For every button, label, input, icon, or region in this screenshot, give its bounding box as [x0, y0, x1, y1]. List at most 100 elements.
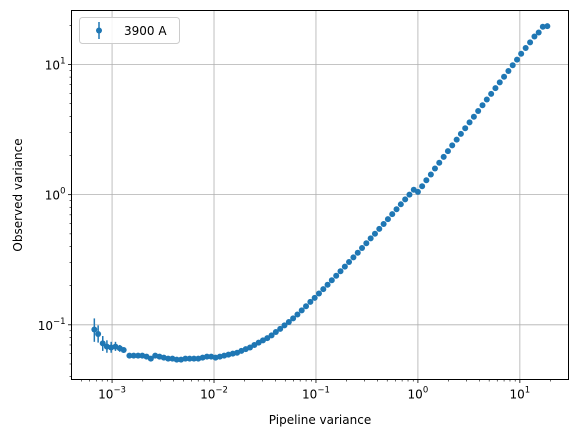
data-point — [285, 319, 292, 326]
data-point — [544, 23, 551, 30]
data-point — [380, 221, 387, 228]
data-point — [337, 268, 344, 275]
data-point — [135, 352, 142, 359]
data-point — [531, 33, 538, 40]
data-point — [91, 326, 98, 333]
x-tick-label: 10−2 — [200, 386, 228, 402]
data-point — [389, 211, 396, 218]
data-point — [294, 311, 301, 318]
data-point — [462, 125, 469, 132]
data-point — [393, 206, 400, 213]
data-point — [444, 148, 451, 155]
legend: 3900 A — [79, 17, 180, 44]
data-point — [363, 240, 370, 247]
data-point — [483, 96, 490, 103]
data-point — [367, 235, 374, 242]
data-point — [414, 188, 421, 195]
y-tick-label: 10−1 — [38, 317, 66, 333]
y-axis-label: Observed variance — [11, 138, 25, 251]
data-point — [281, 322, 288, 329]
data-point — [328, 277, 335, 284]
y-tick-label: 100 — [45, 187, 66, 203]
data-point — [466, 119, 473, 126]
data-point — [492, 85, 499, 92]
data-point — [419, 183, 426, 190]
data-point — [406, 191, 413, 198]
x-tick-label: 10−1 — [302, 386, 330, 402]
data-point — [402, 196, 409, 203]
data-point — [496, 79, 503, 86]
data-point — [333, 272, 340, 279]
data-point — [268, 332, 275, 339]
data-point — [479, 102, 486, 109]
data-point — [427, 171, 434, 178]
data-points — [91, 23, 551, 363]
data-point — [346, 258, 353, 265]
major-ticks — [68, 64, 521, 383]
data-point — [350, 254, 357, 261]
data-point — [190, 355, 197, 362]
data-point — [311, 294, 318, 301]
data-point — [440, 153, 447, 160]
data-point — [453, 136, 460, 143]
data-point — [431, 165, 438, 172]
legend-box — [79, 17, 180, 44]
data-point — [514, 56, 521, 63]
data-point — [182, 355, 189, 362]
data-point — [290, 315, 297, 322]
data-point — [436, 159, 443, 166]
data-point — [298, 307, 305, 314]
x-tick-label: 101 — [510, 386, 531, 402]
data-point — [539, 23, 546, 30]
data-point — [397, 201, 404, 208]
data-point — [535, 29, 542, 36]
grid — [71, 10, 569, 380]
data-point — [475, 108, 482, 115]
x-tick-label: 10−3 — [98, 386, 126, 402]
data-point — [130, 352, 137, 359]
data-point — [470, 113, 477, 120]
data-point — [307, 298, 314, 305]
data-point — [341, 263, 348, 270]
data-point — [527, 39, 534, 46]
data-point — [120, 347, 127, 354]
data-point — [488, 90, 495, 97]
data-point — [165, 355, 172, 362]
data-point — [264, 335, 271, 342]
legend-label: 3900 A — [124, 24, 167, 38]
data-point — [315, 290, 322, 297]
data-point — [354, 249, 361, 256]
data-point — [203, 353, 210, 360]
data-point — [320, 286, 327, 293]
data-point — [522, 44, 529, 51]
data-point — [186, 355, 193, 362]
data-point — [501, 73, 508, 80]
data-point — [147, 355, 154, 362]
x-axis-label: Pipeline variance — [269, 413, 371, 427]
data-point — [126, 352, 133, 359]
data-point — [324, 281, 331, 288]
data-point — [449, 142, 456, 149]
data-point — [371, 230, 378, 237]
x-tick-label: 100 — [408, 386, 429, 402]
data-point — [277, 325, 284, 332]
data-point — [509, 62, 516, 69]
data-point — [303, 303, 310, 310]
data-point — [95, 330, 102, 337]
data-point — [505, 67, 512, 74]
data-point — [359, 245, 366, 252]
y-tick-label: 101 — [45, 57, 66, 73]
data-point — [173, 356, 180, 363]
plot-frame — [71, 10, 569, 380]
data-point — [384, 216, 391, 223]
data-point — [272, 329, 279, 336]
data-point — [518, 50, 525, 57]
data-point — [457, 130, 464, 137]
legend-marker — [96, 27, 102, 34]
data-point — [99, 340, 106, 347]
tick-labels: 10−3 10−2 10−1 100 101 10−1 100 101 — [38, 57, 531, 402]
data-point — [423, 177, 430, 184]
data-point — [376, 225, 383, 232]
